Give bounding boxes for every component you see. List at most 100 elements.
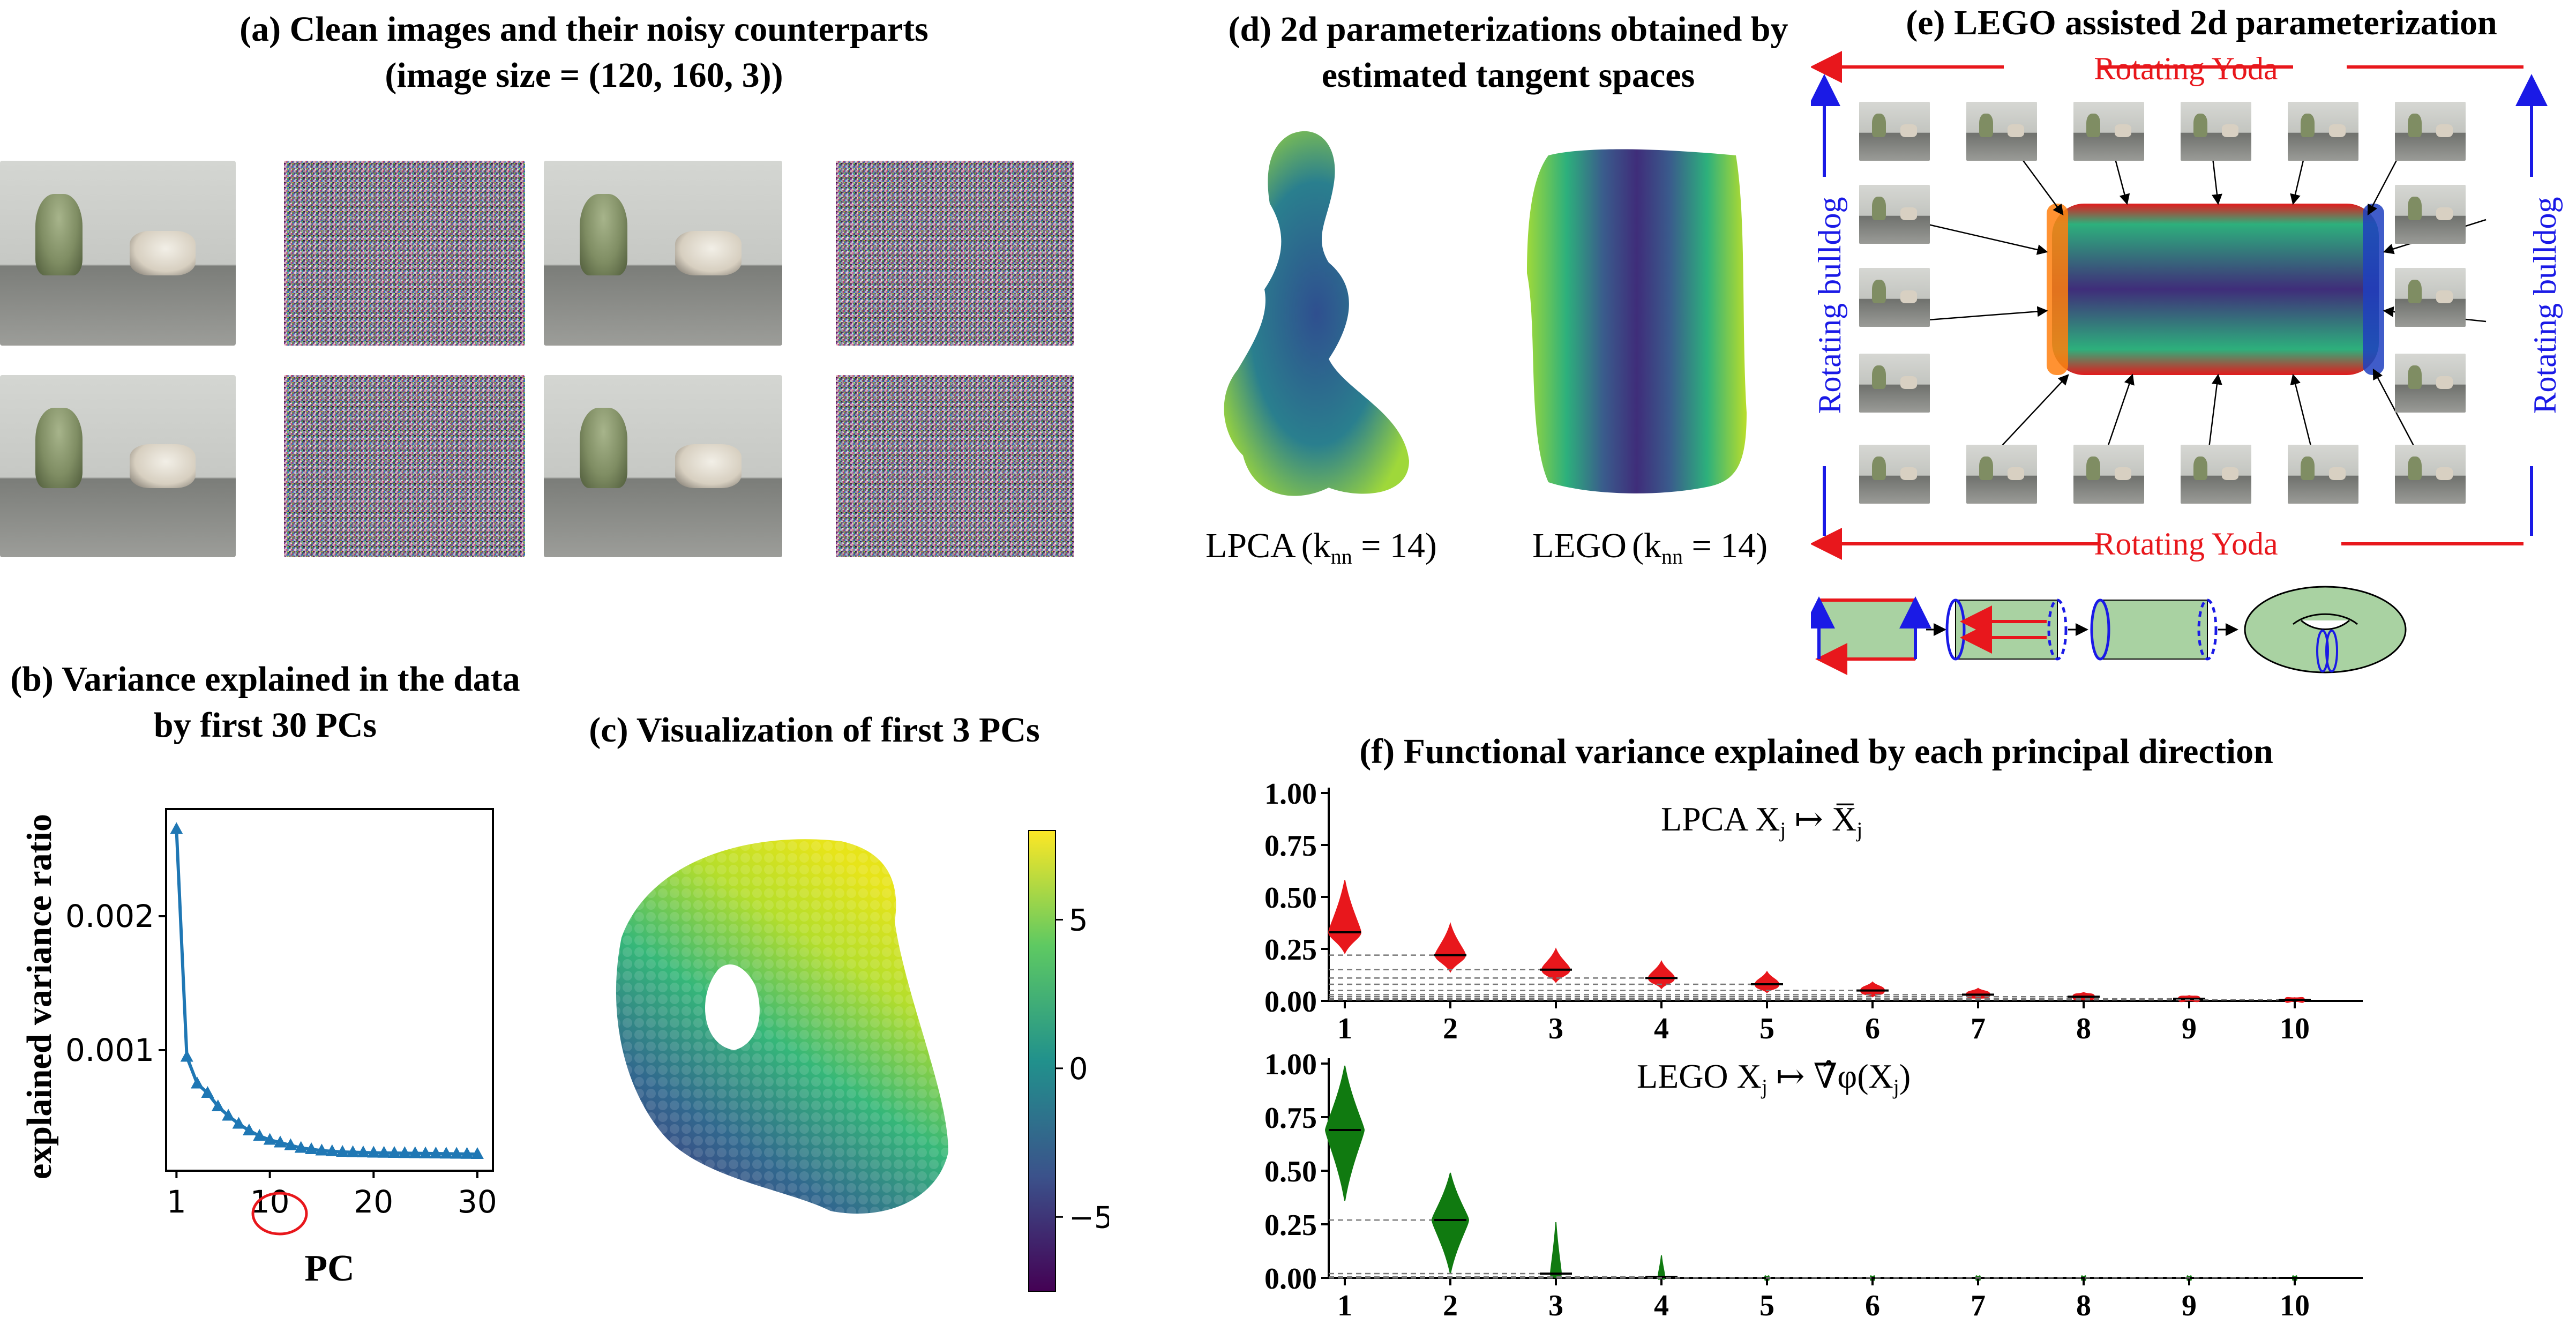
- variance-ytick-label: 0.002: [65, 898, 154, 934]
- thumb-bottom-5: [2288, 445, 2358, 504]
- lego-violin-2: [1431, 1172, 1470, 1274]
- variance-line: [175, 829, 477, 1156]
- lpca-ytick-label: 0.00: [1264, 985, 1317, 1019]
- variance-point-pc27: [439, 1147, 453, 1159]
- variance-point-pc4: [201, 1086, 214, 1098]
- lego-xtick-label: 6: [1865, 1289, 1880, 1317]
- lpca-xtick-label: 3: [1548, 1012, 1563, 1045]
- torus-construction-strip: [1811, 586, 2407, 675]
- variance-point-pc11: [274, 1135, 287, 1148]
- noisy-image-4: [836, 375, 1074, 557]
- lego-xtick-label: 3: [1548, 1289, 1563, 1317]
- variance-point-pc26: [429, 1147, 443, 1158]
- lego-xtick-label: 5: [1759, 1289, 1774, 1317]
- lpca-xtick-label: 5: [1759, 1012, 1774, 1045]
- thumb-bottom-6: [2395, 445, 2466, 504]
- thumb-right-2: [2395, 268, 2466, 327]
- variance-point-pc19: [356, 1146, 370, 1157]
- variance-x-label: PC: [304, 1248, 354, 1289]
- variance-point-pc17: [336, 1145, 349, 1157]
- variance-point-pc2: [180, 1050, 193, 1062]
- lego-ytick-label: 0.25: [1264, 1209, 1317, 1242]
- variance-point-pc21: [377, 1146, 391, 1158]
- lego-xtick-label: 2: [1443, 1289, 1458, 1317]
- lego-xtick-label: 8: [2076, 1289, 2091, 1317]
- variance-point-pc22: [388, 1146, 401, 1158]
- colorbar: [1028, 830, 1056, 1292]
- variance-point-pc28: [450, 1147, 463, 1159]
- variance-point-pc10: [263, 1133, 276, 1145]
- thumb-left-1: [1859, 185, 1930, 244]
- panel-d-title-line2: estimated tangent spaces: [1321, 56, 1695, 95]
- lego-ytick-label: 1.00: [1264, 1048, 1317, 1081]
- thumb-right-1: [2395, 185, 2466, 244]
- pca-3d-scatter: 5 0 −5: [616, 830, 1109, 1292]
- panel-a-title: (a) Clean images and their noisy counter…: [123, 6, 1045, 99]
- lpca-violin-2: [1434, 922, 1466, 973]
- variance-point-pc5: [211, 1099, 224, 1111]
- lpca-ytick-label: 0.75: [1264, 829, 1317, 863]
- lego-ytick-label: 0.00: [1264, 1262, 1317, 1296]
- noisy-image-2: [836, 161, 1074, 346]
- variance-point-pc20: [367, 1146, 380, 1158]
- thumb-top-6: [2395, 102, 2466, 161]
- lpca-xtick-label: 1: [1337, 1012, 1352, 1045]
- clean-image-4: [544, 375, 782, 557]
- variance-xtick-label: 1: [167, 1184, 186, 1220]
- panel-e-title: (e) LEGO assisted 2d parameterization: [1906, 3, 2497, 42]
- panel-b-title-line2: by first 30 PCs: [153, 706, 377, 745]
- lpca-formula: LPCA Xj ↦ X̅j: [1661, 800, 1862, 842]
- lpca-xtick-label: 9: [2182, 1012, 2197, 1045]
- variance-point-pc12: [284, 1138, 297, 1150]
- variance-series: [170, 822, 484, 1159]
- colorbar-tick-label: −5: [1069, 1200, 1109, 1235]
- lego-xtick-label: 4: [1654, 1289, 1669, 1317]
- lpca-label: LPCA (knn = 14): [1205, 526, 1437, 568]
- clean-image-3: [0, 375, 236, 557]
- variance-point-pc16: [325, 1144, 339, 1156]
- thumb-bottom-4: [2181, 445, 2251, 504]
- variance-point-pc1: [170, 822, 183, 834]
- lpca-axes: 0.00 0.25 0.50 0.75 1.00 1 2 3 4 5 6 7 8 9 10: [1264, 777, 2363, 1045]
- lego-parameterization-diagram: Rotating Yoda Rotating Yoda Rotating bul…: [1811, 51, 2563, 675]
- variance-xtick-label: 30: [458, 1184, 497, 1220]
- lpca-violin-3: [1541, 947, 1571, 983]
- thumb-left-3: [1859, 354, 1930, 413]
- lpca-ytick-label: 0.25: [1264, 933, 1317, 967]
- variance-point-pc6: [222, 1109, 235, 1121]
- lego-embedding: [1527, 149, 1747, 493]
- variance-point-pc23: [398, 1146, 411, 1158]
- variance-point-pc24: [408, 1146, 422, 1158]
- lpca-xtick-label: 8: [2076, 1012, 2091, 1045]
- variance-point-pc9: [253, 1129, 266, 1141]
- thumb-top-4: [2181, 102, 2251, 161]
- noisy-image-3: [284, 375, 525, 557]
- panel-f-title: (f) Functional variance explained by eac…: [1359, 732, 2273, 771]
- variance-point-pc15: [315, 1143, 328, 1156]
- colorbar-ticks: 5 0 −5: [1055, 903, 1109, 1235]
- panel-a-title-line1: (a) Clean images and their noisy counter…: [239, 10, 928, 49]
- lego-violin-3: [1549, 1222, 1562, 1279]
- thumb-top-5: [2288, 102, 2358, 161]
- lpca-violin-5: [1754, 970, 1780, 994]
- lpca-xtick-label: 7: [1971, 1012, 1986, 1045]
- lego-xtick-label: 7: [1971, 1289, 1986, 1317]
- panel-b-title: (b) Variance explained in the data by fi…: [0, 656, 530, 749]
- variance-point-pc3: [191, 1076, 204, 1089]
- thumb-left-2: [1859, 268, 1930, 327]
- lego-xtick-label: 9: [2182, 1289, 2197, 1317]
- variance-plot-frame: [165, 808, 494, 1172]
- lego-formula: LEGO Xj ↦ ∇̂φ(Xj): [1637, 1057, 1911, 1099]
- thumb-right-3: [2395, 354, 2466, 413]
- lego-label: LEGO (knn = 14): [1532, 526, 1768, 568]
- lpca-violin-4: [1648, 960, 1675, 990]
- thumb-bottom-2: [1966, 445, 2037, 504]
- panel-a-title-line2: (image size = (120, 160, 3)): [385, 56, 783, 95]
- variance-y-ticks: 0.001 0.002: [65, 898, 166, 1068]
- clean-image-1: [0, 161, 236, 346]
- noisy-image-1: [284, 161, 525, 346]
- lpca-xtick-label: 10: [2280, 1012, 2310, 1045]
- lpca-ytick-label: 1.00: [1264, 777, 1317, 811]
- variance-point-pc14: [305, 1142, 318, 1154]
